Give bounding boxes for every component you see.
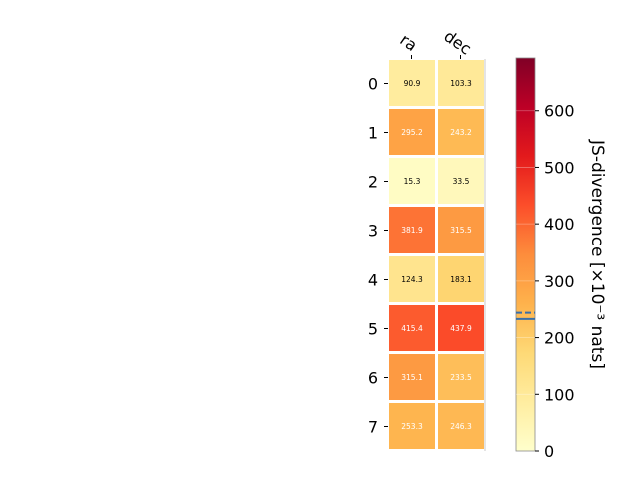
cell-value-label: 243.2: [450, 128, 472, 137]
column-label: ra: [396, 30, 420, 55]
colorbar-gradient: [515, 57, 536, 452]
colorbar-tick-label: 0: [544, 442, 554, 461]
colorbar-tick-label: 500: [544, 158, 575, 177]
column-label: dec: [440, 26, 474, 58]
heatmap-cell: [389, 207, 435, 253]
heatmap-cell: [389, 256, 435, 302]
heatmap-cell: [438, 403, 484, 449]
row-labels: 0 1 2 3 4 5 6 7: [368, 75, 388, 437]
cell-value-label: 33.5: [453, 177, 470, 186]
heatmap-cell: [438, 256, 484, 302]
cell-value-label: 315.1: [401, 373, 423, 382]
heatmap-cell: [438, 158, 484, 204]
cell-value-label: 246.3: [450, 422, 472, 431]
cell-value-label: 415.4: [401, 324, 423, 333]
column-labels: ra dec: [396, 26, 475, 59]
cell-value-label: 15.3: [404, 177, 421, 186]
colorbar-tick-label: 200: [544, 329, 575, 348]
colorbar: 0 100 200 300 400 500 600 JS-divergence [×10⁻³ …: [515, 57, 607, 461]
heatmap-cell: [389, 305, 435, 351]
row-label: 7: [368, 418, 378, 437]
row-label: 3: [368, 222, 378, 241]
cell-value-label: 183.1: [450, 275, 472, 284]
cell-value-label: 233.5: [450, 373, 472, 382]
heatmap-grid: 90.9 103.3 295.2 243.2 15.3 33.5 381.9 315.5 124…: [389, 59, 486, 451]
heatmap-cell: [389, 109, 435, 155]
cell-value-label: 90.9: [404, 79, 421, 88]
heatmap-cell: [438, 109, 484, 155]
cell-value-label: 437.9: [450, 324, 472, 333]
colorbar-tick-label: 100: [544, 385, 575, 404]
heatmap-cell: [438, 60, 484, 106]
row-label: 6: [368, 369, 378, 388]
cell-value-label: 103.3: [450, 79, 472, 88]
row-label: 5: [368, 320, 378, 339]
colorbar-label: JS-divergence [×10⁻³ nats]: [587, 139, 607, 369]
heatmap-cell: [389, 403, 435, 449]
cell-value-label: 381.9: [401, 226, 423, 235]
colorbar-tick-label: 600: [544, 102, 575, 121]
colorbar-tick-label: 300: [544, 272, 575, 291]
row-label: 0: [368, 75, 378, 94]
heatmap-cell: [389, 158, 435, 204]
row-label: 4: [368, 271, 378, 290]
heatmap-cell: [438, 354, 484, 400]
cell-value-label: 124.3: [401, 275, 423, 284]
row-label: 1: [368, 124, 378, 143]
row-label: 2: [368, 173, 378, 192]
colorbar-tick-label: 400: [544, 215, 575, 234]
cell-value-label: 315.5: [450, 226, 472, 235]
heatmap-cell: [389, 354, 435, 400]
cell-value-label: 295.2: [401, 128, 423, 137]
cell-value-label: 253.3: [401, 422, 423, 431]
heatmap-cell: [438, 207, 484, 253]
heatmap-cell: [389, 60, 435, 106]
heatmap-cell: [438, 305, 484, 351]
